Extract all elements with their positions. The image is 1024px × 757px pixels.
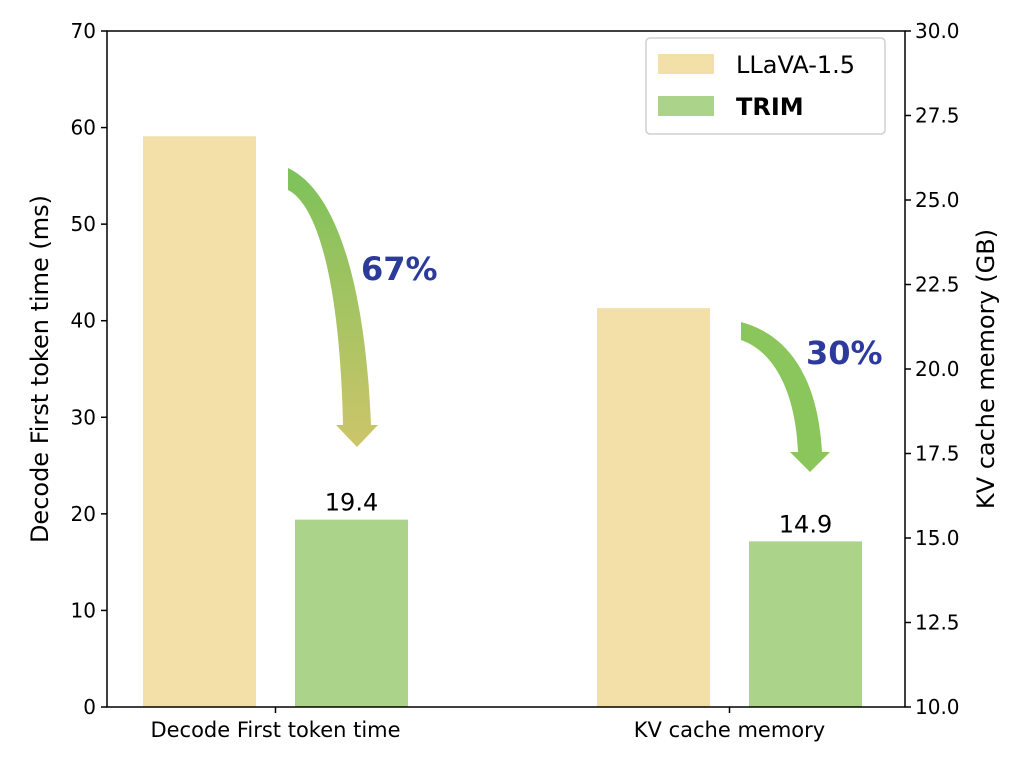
- y-right-tick-label-8: 30.0: [915, 19, 960, 43]
- y-left-tick-label-6: 60: [71, 116, 96, 140]
- bar-trim-1: [749, 541, 862, 707]
- bar-trim-0: [295, 519, 408, 707]
- axes-layer: [101, 30, 911, 713]
- y-axis-left-title: Decode First token time (ms): [26, 195, 54, 543]
- y-axis-right-title: KV cache memory (GB): [972, 229, 1000, 509]
- y-right-tick-label-0: 10.0: [915, 695, 960, 719]
- arrows-layer: [288, 168, 830, 472]
- data-label-trim-0: 19.4: [325, 489, 378, 517]
- y-right-tick-label-5: 22.5: [915, 273, 960, 297]
- y-left-tick-label-1: 10: [71, 598, 96, 622]
- reduction-arrow-1: [741, 322, 830, 472]
- legend: LLaVA-1.5 TRIM: [645, 37, 886, 135]
- labels-layer: 19.4 Decode First token time 14.9 KV cache …: [71, 19, 960, 742]
- x-tick-label-0: Decode First token time: [150, 718, 400, 742]
- y-left-tick-label-5: 50: [71, 212, 96, 236]
- bar-llava-1: [597, 308, 710, 707]
- y-right-tick-label-3: 17.5: [915, 442, 960, 466]
- y-right-tick-label-1: 12.5: [915, 611, 960, 635]
- bar-llava-0: [143, 136, 256, 707]
- y-right-tick-label-4: 20.0: [915, 357, 960, 381]
- reduction-arrow-0: [288, 168, 378, 447]
- legend-swatch-llava: [658, 54, 714, 74]
- x-tick-label-1: KV cache memory: [634, 718, 825, 742]
- y-right-tick-label-6: 25.0: [915, 188, 960, 212]
- bars-layer: [143, 136, 862, 707]
- y-left-tick-label-3: 30: [71, 405, 96, 429]
- legend-swatch-trim: [658, 96, 714, 116]
- data-label-trim-1: 14.9: [779, 510, 832, 538]
- y-right-tick-label-2: 15.0: [915, 526, 960, 550]
- y-left-tick-label-2: 20: [71, 502, 96, 526]
- y-left-tick-label-7: 70: [71, 19, 96, 43]
- y-right-tick-label-7: 27.5: [915, 104, 960, 128]
- reduction-percent-0: 67%: [361, 250, 438, 288]
- y-left-tick-label-0: 0: [83, 695, 96, 719]
- legend-label-llava: LLaVA-1.5: [736, 51, 855, 79]
- y-left-tick-label-4: 40: [71, 309, 96, 333]
- reduction-percent-1: 30%: [806, 334, 883, 372]
- legend-label-trim: TRIM: [736, 93, 804, 121]
